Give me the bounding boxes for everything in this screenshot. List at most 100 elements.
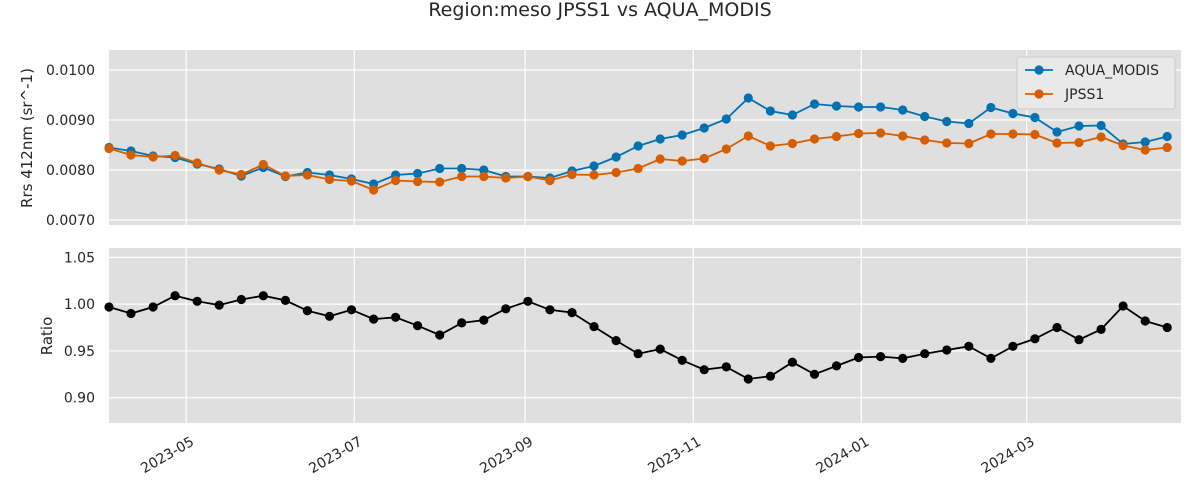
data-point-jpss1	[1096, 132, 1106, 142]
data-point-ratio	[743, 374, 753, 384]
data-point-jpss1	[236, 169, 246, 180]
data-point-ratio	[655, 344, 665, 354]
data-point-jpss1	[369, 185, 379, 195]
data-point-ratio	[942, 345, 952, 355]
x-tick-label: 2024-03	[979, 434, 1038, 477]
legend-item-jpss1: JPSS1	[1025, 87, 1104, 103]
data-point-jpss1	[854, 128, 864, 139]
data-point-ratio	[236, 294, 246, 305]
data-point-ratio	[148, 302, 158, 312]
data-point-aqua-modis	[765, 106, 776, 116]
data-point-jpss1	[214, 165, 224, 175]
data-point-ratio	[479, 315, 489, 325]
data-point-jpss1	[1030, 129, 1040, 140]
top-y-tick-label: 0.0080	[46, 163, 95, 179]
data-point-aqua-modis	[942, 116, 952, 127]
data-point-ratio	[523, 296, 533, 306]
data-point-ratio	[1162, 322, 1172, 333]
data-point-aqua-modis	[986, 102, 996, 113]
data-point-jpss1	[809, 134, 820, 144]
data-point-jpss1	[942, 138, 952, 148]
data-point-aqua-modis	[809, 99, 820, 109]
bottom-y-ticks: 0.90 0.95 1.00 1.05	[64, 250, 95, 406]
data-point-ratio	[457, 318, 467, 328]
data-point-ratio	[809, 369, 820, 379]
data-point-jpss1	[721, 144, 731, 154]
series-ratio	[104, 291, 1172, 384]
data-point-ratio	[280, 295, 290, 305]
data-point-aqua-modis	[479, 165, 489, 175]
data-point-jpss1	[787, 138, 798, 149]
data-point-aqua-modis	[699, 123, 709, 133]
data-point-ratio	[435, 330, 445, 340]
data-point-aqua-modis	[611, 152, 621, 162]
data-point-ratio	[898, 353, 908, 363]
data-point-ratio	[1096, 324, 1106, 334]
data-point-ratio	[192, 296, 202, 306]
data-point-aqua-modis	[1140, 137, 1150, 147]
data-point-aqua-modis	[1030, 112, 1040, 123]
data-point-jpss1	[324, 174, 335, 185]
x-tick-label: 2023-09	[477, 434, 536, 477]
data-point-aqua-modis	[1096, 120, 1106, 131]
data-point-jpss1	[655, 154, 665, 164]
data-point-aqua-modis	[787, 110, 798, 120]
data-point-aqua-modis	[831, 101, 842, 111]
data-point-jpss1	[743, 131, 753, 141]
figure-title: Region:meso JPSS1 vs AQUA_MODIS	[428, 0, 771, 21]
data-point-aqua-modis	[589, 161, 599, 171]
data-point-jpss1	[545, 175, 555, 186]
data-point-ratio	[369, 314, 379, 324]
top-y-axis-label: Rrs 412nm (sr^-1)	[18, 68, 36, 208]
data-point-ratio	[920, 349, 930, 359]
data-point-ratio	[787, 357, 798, 367]
data-point-jpss1	[346, 176, 357, 186]
data-point-jpss1	[280, 171, 290, 181]
data-point-jpss1	[523, 171, 533, 182]
data-point-ratio	[346, 305, 357, 315]
data-point-ratio	[765, 371, 776, 381]
data-point-ratio	[1140, 316, 1150, 326]
data-point-jpss1	[589, 170, 599, 180]
bottom-y-tick-label: 1.05	[64, 250, 95, 266]
data-point-jpss1	[192, 158, 202, 168]
data-point-jpss1	[148, 152, 158, 162]
data-point-ratio	[302, 306, 312, 316]
data-point-jpss1	[964, 138, 974, 149]
data-point-ratio	[126, 308, 136, 319]
data-point-ratio	[324, 311, 335, 321]
data-point-jpss1	[435, 177, 445, 187]
data-point-ratio	[589, 322, 599, 332]
top-panel: 0.0070 0.0080 0.0090 0.0100 Rrs 412nm (sr^-…	[18, 50, 1181, 229]
bottom-y-tick-label: 0.90	[64, 391, 95, 407]
top-y-tick-label: 0.0070	[46, 213, 95, 229]
data-point-aqua-modis	[854, 102, 864, 112]
data-point-ratio	[501, 304, 511, 314]
data-point-ratio	[567, 308, 577, 318]
data-point-ratio	[677, 355, 687, 365]
data-point-jpss1	[898, 131, 908, 141]
series-jpss1	[104, 128, 1172, 195]
data-point-ratio	[545, 305, 555, 315]
data-point-jpss1	[1118, 140, 1128, 151]
data-point-aqua-modis	[898, 105, 908, 115]
data-point-jpss1	[765, 141, 776, 151]
data-point-jpss1	[876, 128, 886, 138]
data-point-aqua-modis	[876, 102, 886, 112]
data-point-aqua-modis	[743, 93, 753, 103]
data-point-jpss1	[302, 170, 312, 180]
data-point-jpss1	[413, 176, 423, 187]
data-point-aqua-modis	[655, 134, 665, 144]
legend-box	[1016, 56, 1176, 110]
data-point-ratio	[1008, 341, 1018, 351]
data-point-jpss1	[391, 175, 401, 186]
bottom-y-tick-label: 0.95	[64, 344, 95, 360]
data-point-jpss1	[104, 143, 114, 154]
data-point-jpss1	[258, 159, 268, 170]
data-point-ratio	[854, 352, 864, 363]
top-y-tick-label: 0.0090	[46, 113, 95, 129]
data-point-jpss1	[567, 169, 577, 180]
legend-label-aqua-modis: AQUA_MODIS	[1065, 63, 1159, 79]
data-point-ratio	[721, 362, 731, 372]
